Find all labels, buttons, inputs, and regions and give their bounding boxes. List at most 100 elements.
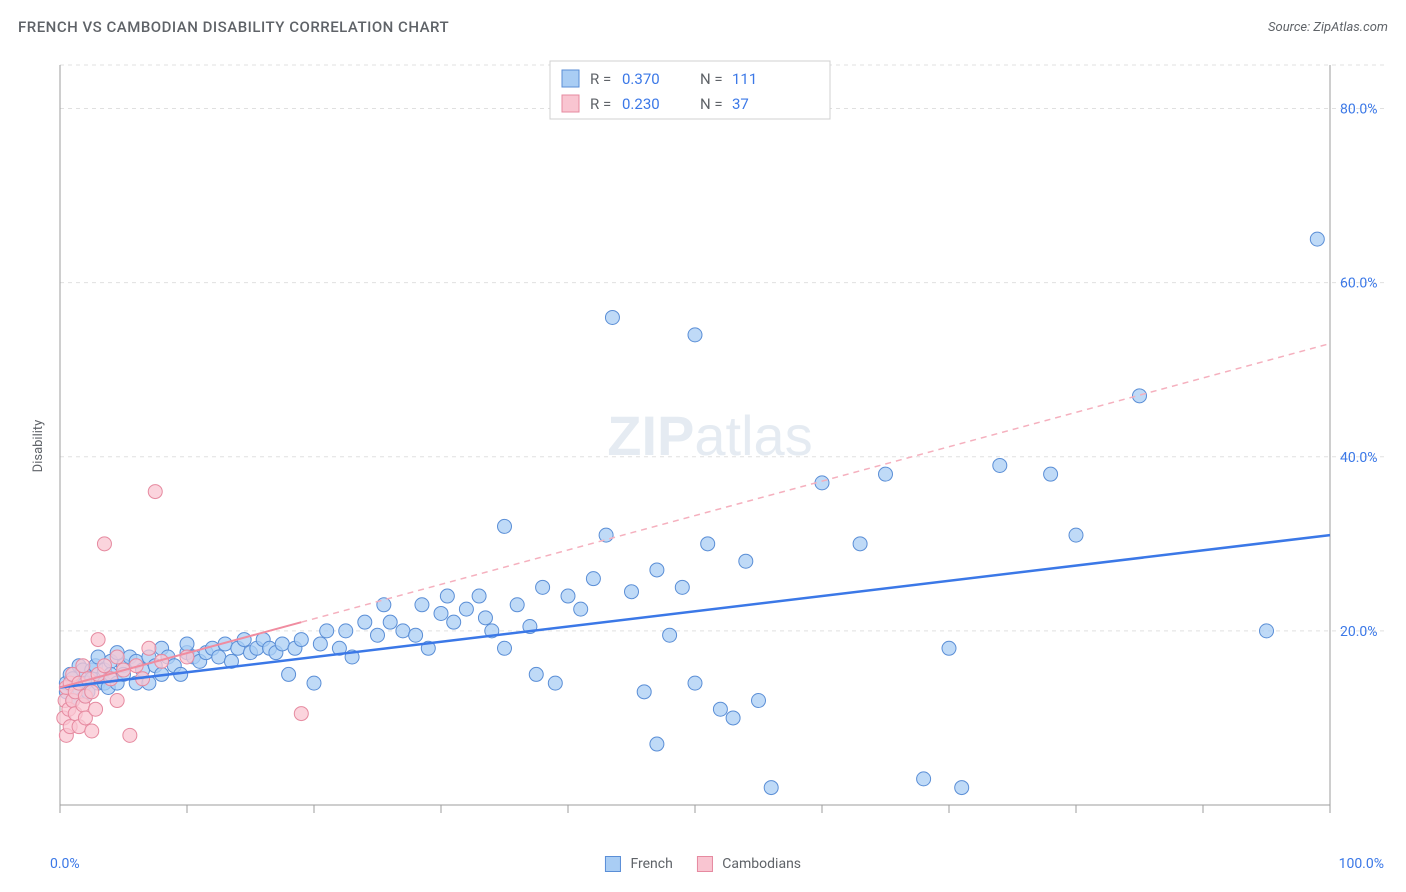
data-point [358, 615, 372, 629]
data-point [91, 633, 105, 647]
data-point [605, 310, 619, 324]
data-point [1260, 624, 1274, 638]
data-point [955, 781, 969, 795]
data-point [383, 615, 397, 629]
data-point [752, 694, 766, 708]
scatter-svg: ZIPatlas 20.0% 40.0% 60.0% 80.0% R = 0.370 … [50, 55, 1386, 837]
data-point [529, 667, 543, 681]
data-point [650, 563, 664, 577]
data-point [879, 467, 893, 481]
data-point [663, 628, 677, 642]
data-point [739, 554, 753, 568]
x-ticks [60, 805, 1330, 813]
data-point [1069, 528, 1083, 542]
data-point [675, 580, 689, 594]
data-point [97, 659, 111, 673]
data-point [713, 702, 727, 716]
svg-text:60.0%: 60.0% [1340, 276, 1378, 292]
data-point [472, 589, 486, 603]
y-tick-labels: 20.0% 40.0% 60.0% 80.0% [1340, 102, 1378, 640]
legend-item-cambodians: Cambodians [697, 856, 801, 872]
svg-text:80.0%: 80.0% [1340, 102, 1378, 118]
data-point [377, 598, 391, 612]
data-point [1310, 232, 1324, 246]
data-point [76, 659, 90, 673]
data-point [85, 724, 99, 738]
data-point [688, 676, 702, 690]
data-point [371, 628, 385, 642]
data-point [307, 676, 321, 690]
trend-line-french [60, 535, 1330, 687]
legend-r-val: 0.230 [622, 95, 660, 113]
data-point [510, 598, 524, 612]
gridlines [60, 65, 1386, 631]
data-point [434, 606, 448, 620]
chart-container: FRENCH VS CAMBODIAN DISABILITY CORRELATI… [0, 0, 1406, 892]
legend-swatch-cambodian [562, 95, 579, 112]
legend-n-label: N = [700, 70, 723, 88]
x-axis-max-label: 100.0% [1339, 856, 1384, 872]
data-point [478, 611, 492, 625]
data-point [180, 637, 194, 651]
svg-text:40.0%: 40.0% [1340, 450, 1378, 466]
data-point [97, 537, 111, 551]
legend-swatch-french [562, 70, 579, 87]
y-axis-label: Disability [31, 420, 46, 473]
scatter-points [57, 232, 1324, 794]
header: FRENCH VS CAMBODIAN DISABILITY CORRELATI… [18, 18, 1388, 36]
data-point [1044, 467, 1058, 481]
legend-r-val: 0.370 [622, 70, 660, 88]
data-point [415, 598, 429, 612]
data-point [853, 537, 867, 551]
watermark: ZIPatlas [607, 404, 812, 467]
data-point [942, 641, 956, 655]
legend-n-val: 111 [732, 70, 757, 88]
svg-text:20.0%: 20.0% [1340, 624, 1378, 640]
legend-label: French [630, 856, 672, 872]
series-legend: French Cambodians [605, 856, 801, 872]
data-point [294, 707, 308, 721]
legend-item-french: French [605, 856, 673, 872]
data-point [586, 572, 600, 586]
x-axis-min-label: 0.0% [50, 856, 80, 872]
trend-line-cambodian-extrapolated [301, 344, 1330, 623]
data-point [275, 637, 289, 651]
data-point [574, 602, 588, 616]
legend-r-label: R = [590, 70, 611, 88]
data-point [85, 685, 99, 699]
data-point [148, 485, 162, 499]
correlation-legend: R = 0.370 N = 111 R = 0.230 N = 37 [550, 61, 830, 119]
data-point [447, 615, 461, 629]
data-point [625, 585, 639, 599]
data-point [123, 728, 137, 742]
data-point [313, 637, 327, 651]
data-point [701, 537, 715, 551]
data-point [815, 476, 829, 490]
data-point [917, 772, 931, 786]
data-point [637, 685, 651, 699]
data-point [599, 528, 613, 542]
data-point [282, 667, 296, 681]
data-point [320, 624, 334, 638]
data-point [561, 589, 575, 603]
data-point [212, 650, 226, 664]
legend-label: Cambodians [722, 856, 801, 872]
data-point [396, 624, 410, 638]
data-point [459, 602, 473, 616]
source-label: Source: ZipAtlas.com [1268, 20, 1388, 35]
data-point [650, 737, 664, 751]
data-point [440, 589, 454, 603]
legend-n-val: 37 [732, 95, 749, 113]
data-point [726, 711, 740, 725]
data-point [548, 676, 562, 690]
chart-title: FRENCH VS CAMBODIAN DISABILITY CORRELATI… [18, 18, 449, 36]
data-point [498, 641, 512, 655]
data-point [498, 519, 512, 533]
data-point [536, 580, 550, 594]
chart-area: ZIPatlas 20.0% 40.0% 60.0% 80.0% R = 0.370 … [50, 55, 1386, 837]
data-point [688, 328, 702, 342]
data-point [294, 633, 308, 647]
data-point [142, 641, 156, 655]
square-icon [605, 856, 621, 872]
data-point [89, 702, 103, 716]
